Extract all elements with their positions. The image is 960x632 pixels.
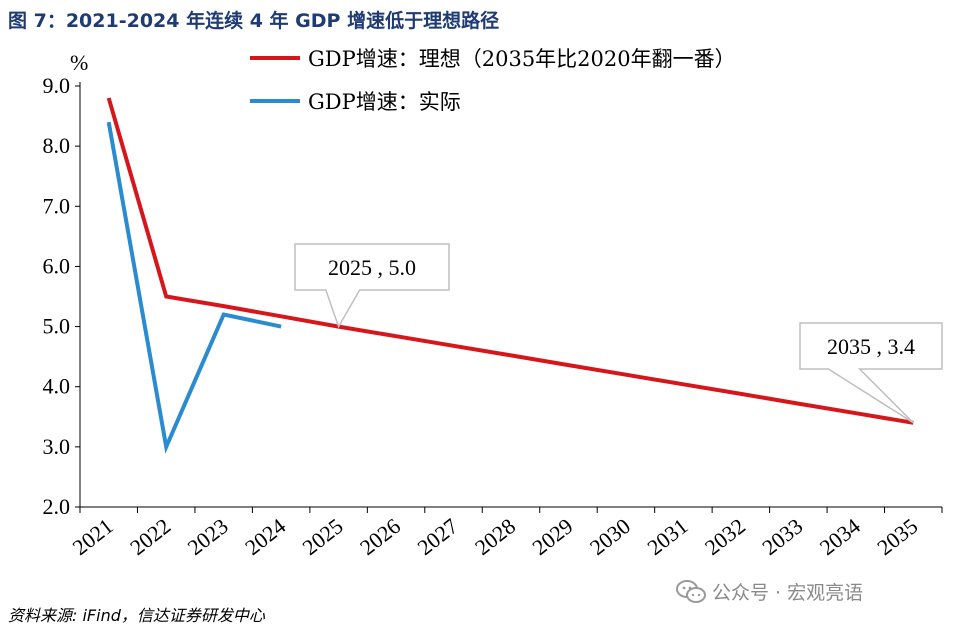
legend: GDP增速：理想（2035年比2020年翻一番） GDP增速：实际 [250, 47, 736, 114]
watermark: 公众号 · 宏观亮语 [676, 578, 863, 605]
ideal-series-line [106, 97, 914, 425]
x-tick-label: 2030 [585, 513, 635, 560]
y-tick-label: 5.0 [43, 314, 71, 339]
x-tick-label: 2032 [700, 513, 750, 560]
figure-title: 图 7：2021-2024 年连续 4 年 GDP 增速低于理想路径 [8, 10, 500, 32]
y-tick-label: 3.0 [43, 434, 71, 459]
y-tick-label: 7.0 [43, 193, 71, 218]
legend-label: GDP增速：实际 [308, 90, 461, 114]
x-axis: 2021 2022 2023 2024 2025 2026 2027 2028 2029 2030… [68, 506, 943, 560]
callout-label: 2025 , 5.0 [328, 255, 416, 280]
x-tick-label: 2034 [815, 513, 865, 560]
x-tick-label: 2031 [642, 513, 692, 560]
y-tick-label: 2.0 [43, 494, 71, 519]
series-lines [106, 97, 914, 454]
x-tick-label: 2035 [872, 513, 922, 560]
y-tick-label: 9.0 [43, 73, 71, 98]
y-axis: 2.0 3.0 4.0 5.0 6.0 7.0 8.0 9.0 [43, 73, 81, 519]
y-tick-label: 6.0 [43, 253, 71, 278]
y-unit-label: % [70, 50, 88, 75]
x-tick-label: 2021 [68, 513, 118, 560]
callout-box [799, 322, 943, 424]
actual-series-line [106, 121, 282, 454]
x-tick-label: 2026 [355, 513, 405, 560]
legend-label: GDP增速：理想（2035年比2020年翻一番） [308, 47, 736, 71]
x-tick-label: 2033 [757, 513, 807, 560]
watermark-text: 公众号 · 宏观亮语 [712, 582, 864, 604]
x-tick-label: 2027 [413, 513, 463, 560]
callout-label: 2035 , 3.4 [827, 334, 915, 359]
x-tick-label: 2024 [240, 513, 290, 560]
source-note: 资料来源: iFind，信达证券研发中心 [8, 606, 265, 625]
x-tick-label: 2025 [298, 513, 348, 560]
wechat-icon [676, 579, 706, 603]
x-tick-label: 2029 [527, 513, 577, 560]
x-tick-label: 2028 [470, 513, 520, 560]
y-tick-label: 4.0 [43, 374, 71, 399]
callout-box [294, 243, 450, 329]
y-tick-label: 8.0 [43, 133, 71, 158]
x-tick-label: 2022 [125, 513, 175, 560]
x-tick-label: 2023 [183, 513, 233, 560]
callouts: 2025 , 5.0 2035 , 3.4 [294, 243, 943, 424]
